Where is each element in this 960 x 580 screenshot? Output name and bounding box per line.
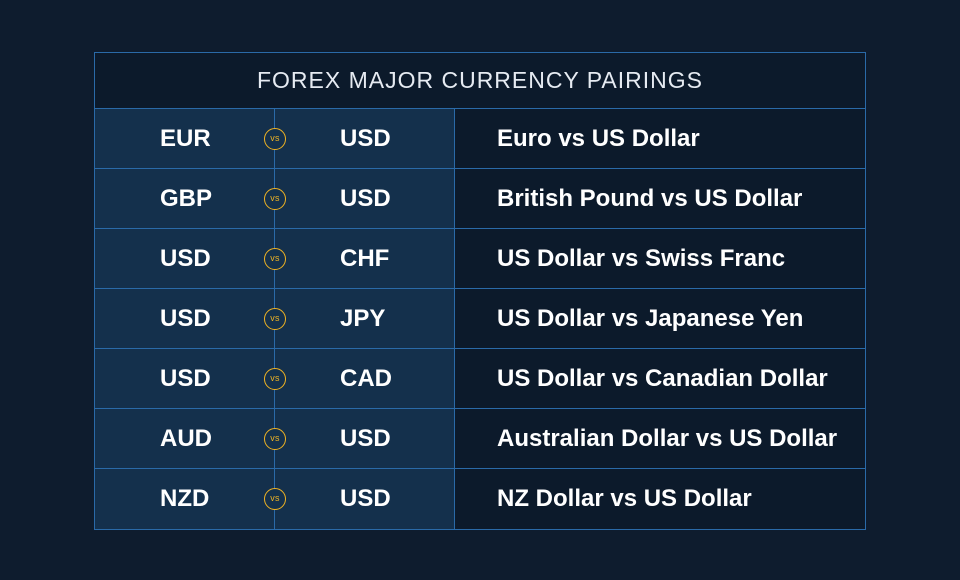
base-currency: USD [160, 244, 211, 272]
pair-rows: EUR vs USD Euro vs US Dollar GBP vs USD … [95, 109, 865, 529]
quote-currency: USD [340, 424, 391, 452]
currency-pairings-table: FOREX MAJOR CURRENCY PAIRINGS EUR vs USD… [94, 52, 866, 530]
table-row: USD vs CAD US Dollar vs Canadian Dollar [95, 349, 865, 409]
pair-codes-cell: AUD vs USD [95, 409, 455, 468]
base-currency: GBP [160, 184, 213, 212]
base-currency: AUD [160, 424, 212, 452]
vs-icon: vs [264, 488, 286, 510]
pair-description: US Dollar vs Canadian Dollar [455, 349, 865, 408]
vs-icon: vs [264, 367, 286, 390]
vs-icon: vs [264, 127, 286, 150]
pair-description: US Dollar vs Japanese Yen [455, 289, 865, 348]
pair-description: Australian Dollar vs US Dollar [455, 409, 865, 468]
vs-icon: vs [264, 427, 286, 450]
pair-codes-cell: USD vs CAD [95, 349, 455, 408]
table-row: NZD vs USD NZ Dollar vs US Dollar [95, 469, 865, 529]
table-title: FOREX MAJOR CURRENCY PAIRINGS [95, 53, 865, 109]
quote-currency: USD [340, 184, 391, 212]
pair-codes-cell: GBP vs USD [95, 169, 455, 228]
table-row: USD vs JPY US Dollar vs Japanese Yen [95, 289, 865, 349]
base-currency: NZD [160, 485, 210, 512]
table-row: AUD vs USD Australian Dollar vs US Dolla… [95, 409, 865, 469]
quote-currency: USD [340, 124, 391, 152]
base-currency: USD [160, 364, 211, 392]
base-currency: USD [160, 304, 211, 332]
quote-currency: CHF [340, 244, 390, 272]
pair-codes-cell: EUR vs USD [95, 109, 455, 168]
pair-codes-cell: NZD vs USD [95, 469, 455, 529]
quote-currency: USD [340, 485, 391, 512]
quote-currency: CAD [340, 364, 392, 392]
pair-description: British Pound vs US Dollar [455, 169, 865, 228]
quote-currency: JPY [340, 304, 386, 332]
pair-codes-cell: USD vs CHF [95, 229, 455, 288]
pair-description: NZ Dollar vs US Dollar [455, 469, 865, 529]
vs-icon: vs [264, 247, 286, 270]
pair-codes-cell: USD vs JPY [95, 289, 455, 348]
base-currency: EUR [160, 124, 211, 152]
vs-icon: vs [264, 187, 286, 210]
table-row: GBP vs USD British Pound vs US Dollar [95, 169, 865, 229]
vs-icon: vs [264, 307, 286, 330]
table-row: USD vs CHF US Dollar vs Swiss Franc [95, 229, 865, 289]
pair-description: Euro vs US Dollar [455, 109, 865, 168]
table-row: EUR vs USD Euro vs US Dollar [95, 109, 865, 169]
pair-description: US Dollar vs Swiss Franc [455, 229, 865, 288]
